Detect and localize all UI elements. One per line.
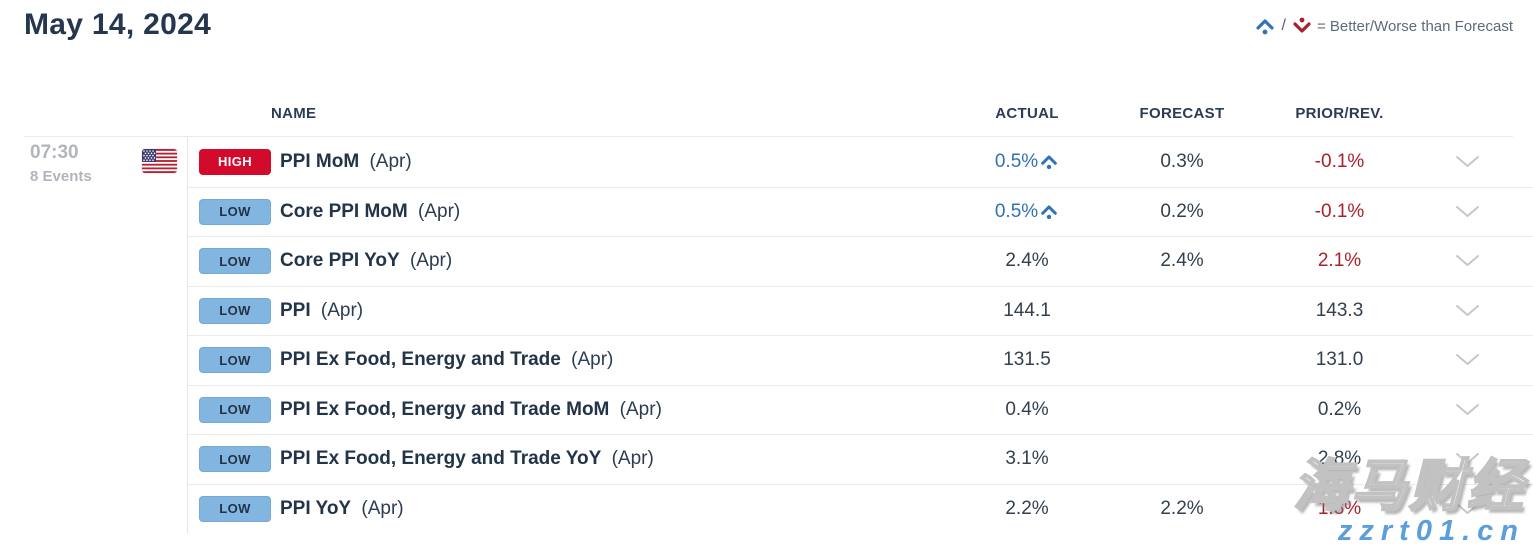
prior-value: 131.0 bbox=[1315, 349, 1364, 371]
event-name-cell: PPI (Apr) bbox=[271, 300, 952, 322]
prior-value: 2.1% bbox=[1317, 250, 1362, 272]
actual-cell: 3.1% bbox=[952, 448, 1102, 470]
event-row[interactable]: LOW PPI Ex Food, Energy and Trade (Apr) … bbox=[188, 335, 1533, 385]
better-than-forecast-icon bbox=[1041, 205, 1057, 220]
expand-chevron-icon[interactable] bbox=[1417, 237, 1517, 286]
event-count: 8 Events bbox=[30, 168, 92, 185]
event-name: Core PPI MoM bbox=[280, 200, 408, 222]
expand-chevron-icon[interactable] bbox=[1417, 287, 1517, 336]
actual-cell: 144.1 bbox=[952, 300, 1102, 322]
event-name-cell: Core PPI YoY (Apr) bbox=[271, 250, 952, 272]
expand-chevron-icon[interactable] bbox=[1417, 188, 1517, 237]
prior-value: -0.1% bbox=[1314, 200, 1365, 222]
event-period: (Apr) bbox=[361, 497, 404, 519]
expand-chevron-icon[interactable] bbox=[1417, 137, 1517, 187]
event-name: PPI Ex Food, Energy and Trade YoY bbox=[280, 448, 602, 470]
event-period: (Apr) bbox=[320, 299, 364, 321]
event-period: (Apr) bbox=[611, 448, 654, 470]
event-name: PPI Ex Food, Energy and Trade MoM bbox=[280, 398, 610, 420]
better-than-forecast-icon bbox=[1256, 19, 1275, 35]
forecast-value: 0.3% bbox=[1160, 150, 1204, 172]
impact-badge: LOW bbox=[199, 347, 271, 374]
legend-label: = Better/Worse than Forecast bbox=[1316, 17, 1513, 35]
actual-value: 0.5% bbox=[994, 200, 1039, 222]
worse-than-forecast-icon bbox=[1293, 17, 1311, 33]
event-time: 07:30 bbox=[30, 142, 79, 163]
event-row[interactable]: LOW PPI Ex Food, Energy and Trade YoY (A… bbox=[188, 434, 1533, 484]
time-group-column: 07:30 8 Events bbox=[0, 137, 187, 533]
prior-value: 1.8% bbox=[1317, 497, 1362, 519]
forecast-legend: / = Better/Worse than Forecast bbox=[1254, 16, 1513, 36]
expand-chevron-icon[interactable] bbox=[1417, 485, 1517, 534]
legend-slash: / bbox=[1281, 17, 1286, 34]
impact-badge: LOW bbox=[199, 446, 271, 473]
event-name-cell: PPI MoM (Apr) bbox=[271, 151, 952, 173]
prior-value: 143.3 bbox=[1315, 299, 1364, 321]
expand-chevron-icon[interactable] bbox=[1417, 386, 1517, 435]
event-period: (Apr) bbox=[409, 250, 453, 272]
event-row[interactable]: HIGH PPI MoM (Apr) 0.5% 0.3% -0.1% bbox=[188, 137, 1533, 187]
actual-cell: 2.2% bbox=[952, 498, 1102, 520]
impact-badge: LOW bbox=[199, 198, 271, 225]
header-name: NAME bbox=[271, 105, 317, 122]
event-name: PPI MoM bbox=[280, 150, 360, 172]
event-name-cell: PPI Ex Food, Energy and Trade (Apr) bbox=[271, 349, 952, 371]
impact-badge: LOW bbox=[199, 248, 271, 275]
impact-badge: LOW bbox=[199, 495, 271, 522]
prior-value: -0.1% bbox=[1314, 150, 1365, 172]
event-name-cell: PPI Ex Food, Energy and Trade YoY (Apr) bbox=[271, 448, 952, 470]
event-name-cell: PPI YoY (Apr) bbox=[271, 498, 952, 520]
header-forecast: FORECAST bbox=[1139, 105, 1225, 122]
actual-value: 2.4% bbox=[1005, 250, 1049, 272]
event-row[interactable]: LOW Core PPI MoM (Apr) 0.5% 0.2% -0.1% bbox=[188, 186, 1533, 237]
event-row[interactable]: LOW Core PPI YoY (Apr) 2.4% 2.4% 2.1% bbox=[188, 236, 1533, 286]
event-name: PPI bbox=[280, 299, 311, 321]
table-header-row: NAME ACTUAL FORECAST PRIOR/REV. bbox=[0, 90, 1533, 137]
impact-badge: LOW bbox=[199, 396, 271, 423]
expand-chevron-icon[interactable] bbox=[1417, 336, 1517, 385]
event-row[interactable]: LOW PPI (Apr) 144.1 143.3 bbox=[188, 285, 1533, 336]
header-prior: PRIOR/REV. bbox=[1295, 105, 1384, 122]
event-name-cell: Core PPI MoM (Apr) bbox=[271, 201, 952, 223]
better-than-forecast-icon bbox=[1041, 155, 1057, 170]
actual-value: 0.5% bbox=[994, 150, 1039, 172]
event-rows: HIGH PPI MoM (Apr) 0.5% 0.3% -0.1% LOW C… bbox=[187, 137, 1533, 533]
actual-value: 144.1 bbox=[1003, 299, 1051, 321]
event-period: (Apr) bbox=[369, 150, 412, 172]
event-period: (Apr) bbox=[418, 200, 461, 222]
header-actual: ACTUAL bbox=[995, 105, 1059, 122]
impact-badge: LOW bbox=[199, 297, 271, 324]
event-row[interactable]: LOW PPI YoY (Apr) 2.2% 2.2% 1.8% bbox=[188, 483, 1533, 534]
actual-cell: 0.5% bbox=[952, 151, 1102, 173]
actual-cell: 131.5 bbox=[952, 349, 1102, 371]
actual-cell: 2.4% bbox=[952, 250, 1102, 272]
page-title: May 14, 2024 bbox=[24, 8, 212, 41]
impact-badge: HIGH bbox=[199, 148, 271, 175]
actual-cell: 0.5% bbox=[952, 201, 1102, 223]
us-flag-icon bbox=[142, 149, 177, 173]
prior-value: 2.8% bbox=[1317, 448, 1362, 470]
event-period: (Apr) bbox=[571, 349, 614, 371]
actual-value: 131.5 bbox=[1003, 349, 1051, 371]
forecast-value: 2.2% bbox=[1160, 497, 1204, 519]
forecast-value: 0.2% bbox=[1160, 200, 1204, 222]
event-name: Core PPI YoY bbox=[280, 250, 400, 272]
event-name: PPI Ex Food, Energy and Trade bbox=[280, 349, 561, 371]
actual-value: 3.1% bbox=[1005, 448, 1049, 470]
event-name: PPI YoY bbox=[280, 497, 352, 519]
time-block: 07:30 8 Events bbox=[30, 142, 92, 185]
actual-cell: 0.4% bbox=[952, 399, 1102, 421]
calendar-table: NAME ACTUAL FORECAST PRIOR/REV. 07:30 8 … bbox=[0, 90, 1533, 533]
event-period: (Apr) bbox=[619, 398, 662, 420]
forecast-value: 2.4% bbox=[1160, 250, 1204, 272]
event-row[interactable]: LOW PPI Ex Food, Energy and Trade MoM (A… bbox=[188, 384, 1533, 435]
actual-value: 0.4% bbox=[1005, 398, 1049, 420]
prior-value: 0.2% bbox=[1317, 398, 1362, 420]
actual-value: 2.2% bbox=[1005, 497, 1049, 519]
event-name-cell: PPI Ex Food, Energy and Trade MoM (Apr) bbox=[271, 399, 952, 421]
expand-chevron-icon[interactable] bbox=[1417, 435, 1517, 484]
